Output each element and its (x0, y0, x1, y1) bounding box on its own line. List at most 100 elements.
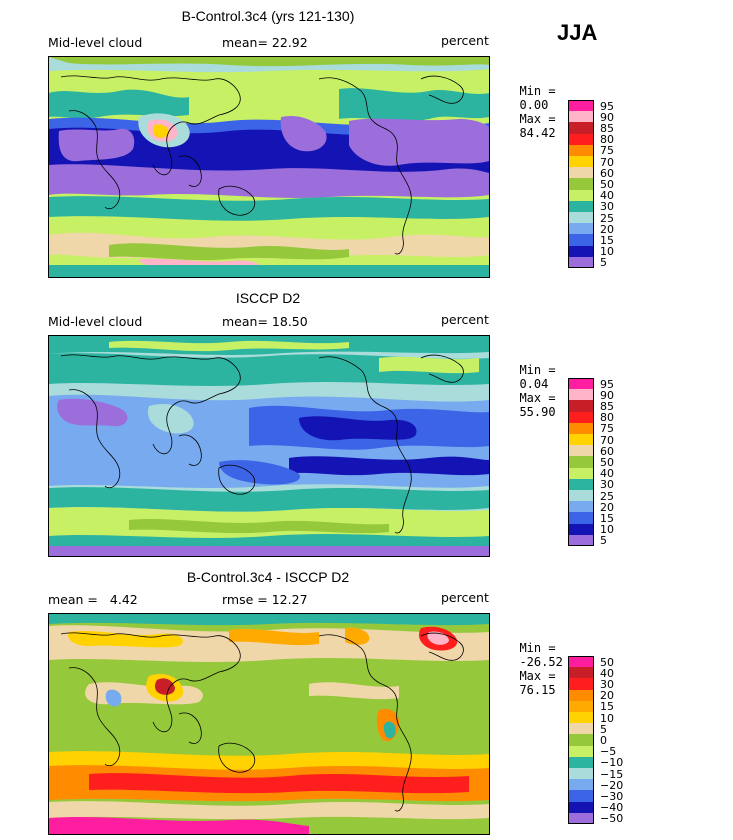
panel3-colorbar-swatch (568, 779, 594, 791)
panel2-colorbar-tick-label: 60 (600, 444, 614, 458)
panel2-colorbar-tick-label: 30 (600, 478, 614, 492)
panel2-mean-value: 18.50 (271, 314, 308, 329)
panel1-colorbar-tick-label: 25 (600, 211, 614, 225)
panel3-colorbar-tick-label: 30 (600, 677, 614, 691)
panel2-min-value: 0.04 (519, 377, 549, 391)
panel2-colorbar-tick-label: 40 (600, 467, 614, 481)
panel3-colorbar-tick-label: 50 (600, 655, 614, 669)
panel2-variable-label: Mid-level cloud (48, 314, 143, 329)
panel3-colorbar-swatch (568, 667, 594, 679)
panel1-colorbar-swatch (568, 223, 594, 235)
panel2-unit-label: percent (441, 312, 489, 327)
panel1-mean-label: mean= (222, 35, 268, 50)
panel1-colorbar: 95 90 85 80 75 70 60 50 40 30 25 20 15 10 5 (568, 100, 628, 270)
panel1-colorbar-swatch (568, 189, 594, 202)
panel2-colorbar-tick-label: 15 (600, 511, 614, 525)
panel2-colorbar-swatch (568, 400, 594, 413)
panel3-colorbar-swatch (568, 656, 594, 668)
panel3-mean-value: 4.42 (109, 592, 138, 607)
panel3-rmse-value: 12.27 (271, 592, 308, 607)
panel1-max-value: 84.42 (519, 126, 556, 140)
panel3-title: B-Control.3c4 - ISCCP D2 (186, 569, 350, 585)
panel3-colorbar-tick-label: 10 (600, 711, 614, 725)
panel1-mean-value: 22.92 (271, 35, 308, 50)
panel3-map (48, 613, 490, 835)
panel1-colorbar-swatch (568, 167, 594, 179)
panel3-colorbar-tick-label: 0 (600, 733, 607, 747)
panel1-colorbar-swatch (568, 178, 594, 191)
panel1-colorbar-swatch (568, 200, 594, 213)
panel1-colorbar-swatch (568, 212, 594, 224)
panel2-max-label: Max = (519, 391, 556, 405)
panel2-colorbar-swatch (568, 534, 594, 547)
panel3-mean-label: mean = (48, 592, 98, 607)
panel2-colorbar-tick-label: 85 (600, 399, 614, 413)
panel3-colorbar-swatch (568, 689, 594, 702)
panel1-colorbar-swatch (568, 122, 594, 135)
panel1-variable-label: Mid-level cloud (48, 35, 143, 50)
panel3-unit-label: percent (441, 590, 489, 605)
panel3-colorbar-swatch (568, 723, 594, 735)
panel3-min-value: -26.52 (519, 655, 563, 669)
panel3-colorbar-tick-label: 40 (600, 666, 614, 680)
panel3-colorbar-swatch (568, 756, 594, 769)
panel2-colorbar-swatch (568, 411, 594, 424)
panel1-colorbar-tick-label: 50 (600, 177, 614, 191)
panel1-colorbar-tick-label: 85 (600, 121, 614, 135)
panel3-colorbar-tick-label: 15 (600, 700, 614, 714)
panel1-colorbar-swatch (568, 111, 594, 123)
panel2-colorbar-swatch (568, 523, 594, 536)
panel2-colorbar-tick-label: 75 (600, 422, 614, 436)
panel2-colorbar-tick-label: 70 (600, 433, 614, 447)
panel3-colorbar-swatch (568, 678, 594, 691)
panel1-colorbar-swatch (568, 100, 594, 112)
panel2-min-label: Min = (519, 363, 556, 377)
panel1-min-label: Min = (519, 84, 556, 98)
panel1-contour-field (49, 57, 489, 277)
panel2-colorbar-swatch (568, 389, 594, 401)
panel1-colorbar-tick-label: 5 (600, 256, 607, 270)
panel2-colorbar-tick-label: 25 (600, 489, 614, 503)
panel2-colorbar-swatch (568, 378, 594, 390)
panel3-colorbar-swatch (568, 700, 594, 713)
panel1-colorbar-swatch (568, 234, 594, 247)
season-label: JJA (557, 20, 598, 45)
panel3-colorbar-tick-label: 5 (600, 722, 607, 736)
panel1-colorbar-swatch (568, 245, 594, 258)
panel3-colorbar-swatch (568, 812, 594, 825)
panel1-colorbar-tick-label: 10 (600, 245, 614, 259)
panel2-colorbar-tick-label: 80 (600, 411, 614, 425)
panel2-colorbar-swatch (568, 478, 594, 491)
panel2-colorbar-tick-label: 10 (600, 523, 614, 537)
panel2-contour-field (49, 336, 489, 556)
panel3-max-value: 76.15 (519, 683, 556, 697)
panel1-colorbar-swatch (568, 144, 594, 157)
panel1-unit-label: percent (441, 33, 489, 48)
panel1-colorbar-tick-label: 80 (600, 133, 614, 147)
panel1-colorbar-tick-label: 30 (600, 200, 614, 214)
panel2-colorbar-tick-label: 20 (600, 500, 614, 514)
panel2-colorbar-swatch (568, 434, 594, 446)
panel2-colorbar-swatch (568, 512, 594, 525)
panel3-rmse-label: rmse = (222, 592, 268, 607)
panel3-colorbar-tick-label: −5 (600, 745, 617, 759)
panel3-colorbar-tick-label: −50 (600, 812, 624, 826)
panel1-colorbar-swatch (568, 133, 594, 146)
panel1-colorbar-swatch (568, 156, 594, 168)
panel3-colorbar-tick-label: −40 (600, 801, 624, 815)
panel3-colorbar-tick-label: 20 (600, 689, 614, 703)
panel3-max-label: Max = (519, 669, 556, 683)
panel2-colorbar-swatch (568, 456, 594, 469)
panel1-max-label: Max = (519, 112, 556, 126)
panel1-map (48, 56, 490, 278)
panel2-mean-label: mean= (222, 314, 268, 329)
panel2-title: ISCCP D2 (235, 290, 301, 306)
panel2-colorbar-swatch (568, 445, 594, 457)
panel3-colorbar-swatch (568, 768, 594, 780)
panel3-colorbar-tick-label: −20 (600, 778, 624, 792)
panel3-colorbar-swatch (568, 801, 594, 814)
panel3-colorbar-swatch (568, 790, 594, 803)
panel3-min-label: Min = (519, 641, 556, 655)
panel3-colorbar-tick-label: −30 (600, 789, 624, 803)
panel2-colorbar-swatch (568, 467, 594, 480)
